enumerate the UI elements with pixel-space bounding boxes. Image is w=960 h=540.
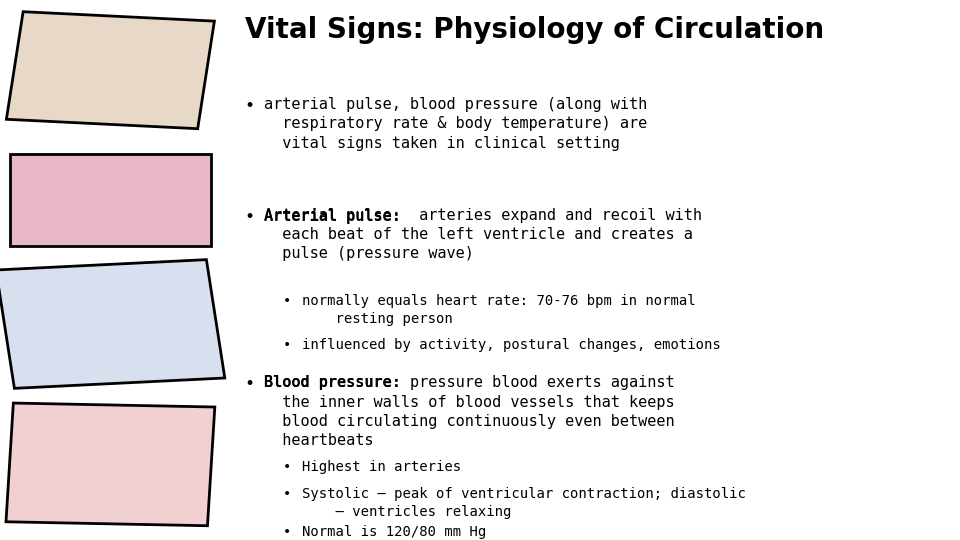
Text: •: • bbox=[283, 487, 292, 501]
Text: arterial pulse, blood pressure (along with
  respiratory rate & body temperature: arterial pulse, blood pressure (along wi… bbox=[264, 97, 647, 151]
Text: normally equals heart rate: 70-76 bpm in normal
    resting person: normally equals heart rate: 70-76 bpm in… bbox=[302, 294, 696, 326]
Bar bbox=[7, 12, 214, 129]
Text: •: • bbox=[283, 294, 292, 308]
Text: •: • bbox=[245, 375, 254, 393]
Text: •: • bbox=[245, 208, 254, 226]
Text: Arterial pulse:: Arterial pulse: bbox=[264, 208, 401, 224]
Bar bbox=[6, 403, 215, 526]
Text: Highest in arteries: Highest in arteries bbox=[302, 460, 462, 474]
Text: Normal is 120/80 mm Hg: Normal is 120/80 mm Hg bbox=[302, 525, 487, 539]
Text: influenced by activity, postural changes, emotions: influenced by activity, postural changes… bbox=[302, 338, 721, 352]
Text: •: • bbox=[245, 97, 254, 115]
Text: Arterial pulse:  arteries expand and recoil with
  each beat of the left ventric: Arterial pulse: arteries expand and reco… bbox=[264, 208, 702, 261]
Bar bbox=[0, 260, 225, 388]
Text: Blood pressure:: Blood pressure: bbox=[264, 375, 401, 390]
Text: •: • bbox=[283, 525, 292, 539]
Text: Vital Signs: Physiology of Circulation: Vital Signs: Physiology of Circulation bbox=[245, 16, 824, 44]
Text: •: • bbox=[283, 460, 292, 474]
Text: Systolic – peak of ventricular contraction; diastolic
    – ventricles relaxing: Systolic – peak of ventricular contracti… bbox=[302, 487, 746, 519]
Text: •: • bbox=[283, 338, 292, 352]
Bar bbox=[10, 154, 211, 246]
Text: Blood pressure: pressure blood exerts against
  the inner walls of blood vessels: Blood pressure: pressure blood exerts ag… bbox=[264, 375, 675, 448]
